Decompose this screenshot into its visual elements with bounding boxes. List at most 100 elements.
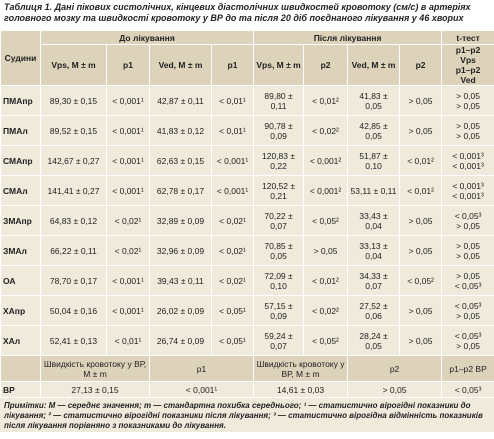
table-cell: < 0,05² xyxy=(303,205,349,236)
table-row: ВР 27,13 ± 0,15 < 0,001¹ 14,61 ± 0,03 > 0,05… xyxy=(0,381,494,398)
table-row: СМАл 141,41 ± 0,27 < 0,001¹ 62,78 ± 0,17 < 0… xyxy=(0,175,494,206)
table-cell: 26,74 ± 0,09 xyxy=(149,325,212,356)
table-cell: Після лікування xyxy=(253,30,443,45)
table-cell: p2 xyxy=(303,44,349,86)
table-cell: < 0,02¹ xyxy=(210,235,255,266)
table-cell: Ved, M ± m xyxy=(149,44,212,86)
table-cell: 62,78 ± 0,17 xyxy=(149,175,212,206)
table-cell: 33,43 ± 0,04 xyxy=(347,205,401,236)
table-cell: 120,52 ± 0,21 xyxy=(253,175,305,206)
table-cell: 64,83 ± 0,12 xyxy=(40,205,107,236)
table-cell: < 0,02¹ xyxy=(106,235,150,266)
cell-line: > 0,05 xyxy=(456,100,481,111)
cell-line: < 0,001³ xyxy=(452,180,484,191)
table-title: Таблиця 1. Дані пікових систолічних, кін… xyxy=(4,2,471,23)
table-cell: < 0,05² xyxy=(303,325,349,356)
table-cell: 53,11 ± 0,11 xyxy=(347,175,401,206)
cell-line: < 0,001³ xyxy=(452,190,484,201)
table-cell: До лікування xyxy=(39,30,255,45)
table-cell: Vps, M ± m xyxy=(253,44,305,86)
table-cell: 52,41 ± 0,13 xyxy=(40,325,107,356)
table-cell: 34,33 ± 0,07 xyxy=(347,265,401,296)
table-cell: 141,41 ± 0,27 xyxy=(40,175,107,206)
table-cell: < 0,001² xyxy=(303,175,349,206)
table-cell: < 0,01² xyxy=(399,145,443,176)
table-cell: < 0,01² xyxy=(399,175,443,206)
table-cell: 14,61 ± 0,03 xyxy=(253,381,349,398)
table-cell: 70,85 ± 0,05 xyxy=(253,235,305,266)
cell-line: p1–p2 xyxy=(455,65,481,75)
table-cell: < 0,02¹ xyxy=(210,265,255,296)
table-cell: 42,87 ± 0,11 xyxy=(149,85,212,116)
table-cell: < 0,001³ < 0,001³ xyxy=(441,145,494,176)
table-cell: < 0,001³ < 0,001³ xyxy=(441,175,494,206)
cell-line: > 0,05 xyxy=(456,220,481,231)
table-cell: < 0,05¹ xyxy=(210,325,255,356)
table-cell: 41,83 ± 0,05 xyxy=(347,85,401,116)
table-cell: 66,22 ± 0,11 xyxy=(40,235,107,266)
table-cell: Судини xyxy=(0,30,41,86)
cell-line: > 0,05 xyxy=(456,120,481,131)
table-cell: 27,13 ± 0,15 xyxy=(40,381,150,398)
cell-line: < 0,001³ xyxy=(452,150,484,161)
table-cell: p2 xyxy=(399,44,443,86)
table-cell: > 0,05 xyxy=(347,381,443,398)
table-cell: 32,89 ± 0,09 xyxy=(149,205,212,236)
table-cell: < 0,01¹ xyxy=(106,325,150,356)
table-cell: p1 xyxy=(148,355,255,382)
table-row: Швидкість кровотоку у ВР, M ± m p1 Швидкіс… xyxy=(0,355,494,382)
table-cell: Швидкість крово­току у ВР, M ± m xyxy=(253,355,349,382)
table-cell: < 0,001¹ xyxy=(106,145,150,176)
table-cell: ХАл xyxy=(0,325,41,356)
table-cell: < 0,001¹ xyxy=(210,145,255,176)
table-cell: < 0,001¹ xyxy=(106,115,150,146)
cell-line: < 0,05³ xyxy=(454,330,482,341)
table-cell: < 0,001¹ xyxy=(106,295,150,326)
cell-line: > 0,05 xyxy=(456,250,481,261)
table-cell: 57,15 ± 0,09 xyxy=(253,295,305,326)
table-cell: < 0,05³ > 0,05 xyxy=(441,295,494,326)
cell-line: < 0,05³ xyxy=(454,210,482,221)
table-cell: p1 xyxy=(106,44,150,86)
table-cell: 39,43 ± 0,11 xyxy=(149,265,212,296)
table-cell: 50,04 ± 0,16 xyxy=(40,295,107,326)
table-cell: Vps, M ± m xyxy=(40,44,107,86)
table-cell: > 0,05 > 0,05 xyxy=(441,115,494,146)
cell-line: < 0,001³ xyxy=(452,160,484,171)
table-cell: t-тест xyxy=(441,30,494,45)
table-cell: p1 xyxy=(210,44,255,86)
table-row: СМАпр 142,67 ± 0,27 < 0,001¹ 62,63 ± 0,15 < … xyxy=(0,145,494,176)
notes: Примітки: M — середнє значення; m — стан… xyxy=(0,398,494,432)
table-cell: > 0,05 xyxy=(399,115,443,146)
table-cell: Ved, M ± m xyxy=(347,44,401,86)
table-cell: < 0,05³ xyxy=(441,381,494,398)
table-cell: ХАпр xyxy=(0,295,41,326)
table-cell: СМАл xyxy=(0,175,41,206)
table-cell: Швидкість кровотоку у ВР, M ± m xyxy=(40,355,150,382)
cell-line: < 0,05³ xyxy=(454,280,482,291)
table-cell: 32,96 ± 0,09 xyxy=(149,235,212,266)
table-cell: < 0,001¹ xyxy=(106,85,150,116)
cell-line: > 0,05 xyxy=(456,90,481,101)
table-cell: 89,80 ± 0,11 xyxy=(253,85,305,116)
table-cell: ЗМАпр xyxy=(0,205,41,236)
table-cell: > 0,05 xyxy=(303,235,349,266)
table-cell: > 0,05 xyxy=(399,235,443,266)
cell-line: > 0,05 xyxy=(456,240,481,251)
table-cell: 33,13 ± 0,04 xyxy=(347,235,401,266)
table-cell: < 0,01¹ xyxy=(210,85,255,116)
table-cell: < 0,02² xyxy=(303,295,349,326)
table-cell: < 0,02² xyxy=(303,115,349,146)
table-cell: < 0,02¹ xyxy=(106,205,150,236)
table-row: ХАпр 50,04 ± 0,16 < 0,001¹ 26,02 ± 0,09 < 0,… xyxy=(0,295,494,326)
table-cell: 72,09 ± 0,10 xyxy=(253,265,305,296)
table-cell: < 0,01² xyxy=(303,265,349,296)
table-cell: 89,30 ± 0,15 xyxy=(40,85,107,116)
table-cell: < 0,05¹ xyxy=(210,295,255,326)
table-cell: ЗМАл xyxy=(0,235,41,266)
table-row: ХАл 52,41 ± 0,13 < 0,01¹ 26,74 ± 0,09 < 0,05… xyxy=(0,325,494,356)
table-cell: p1–p2 Vps p1–p2 Ved xyxy=(441,44,494,86)
table-cell: > 0,05 > 0,05 xyxy=(441,235,494,266)
table-cell: 41,83 ± 0,12 xyxy=(149,115,212,146)
